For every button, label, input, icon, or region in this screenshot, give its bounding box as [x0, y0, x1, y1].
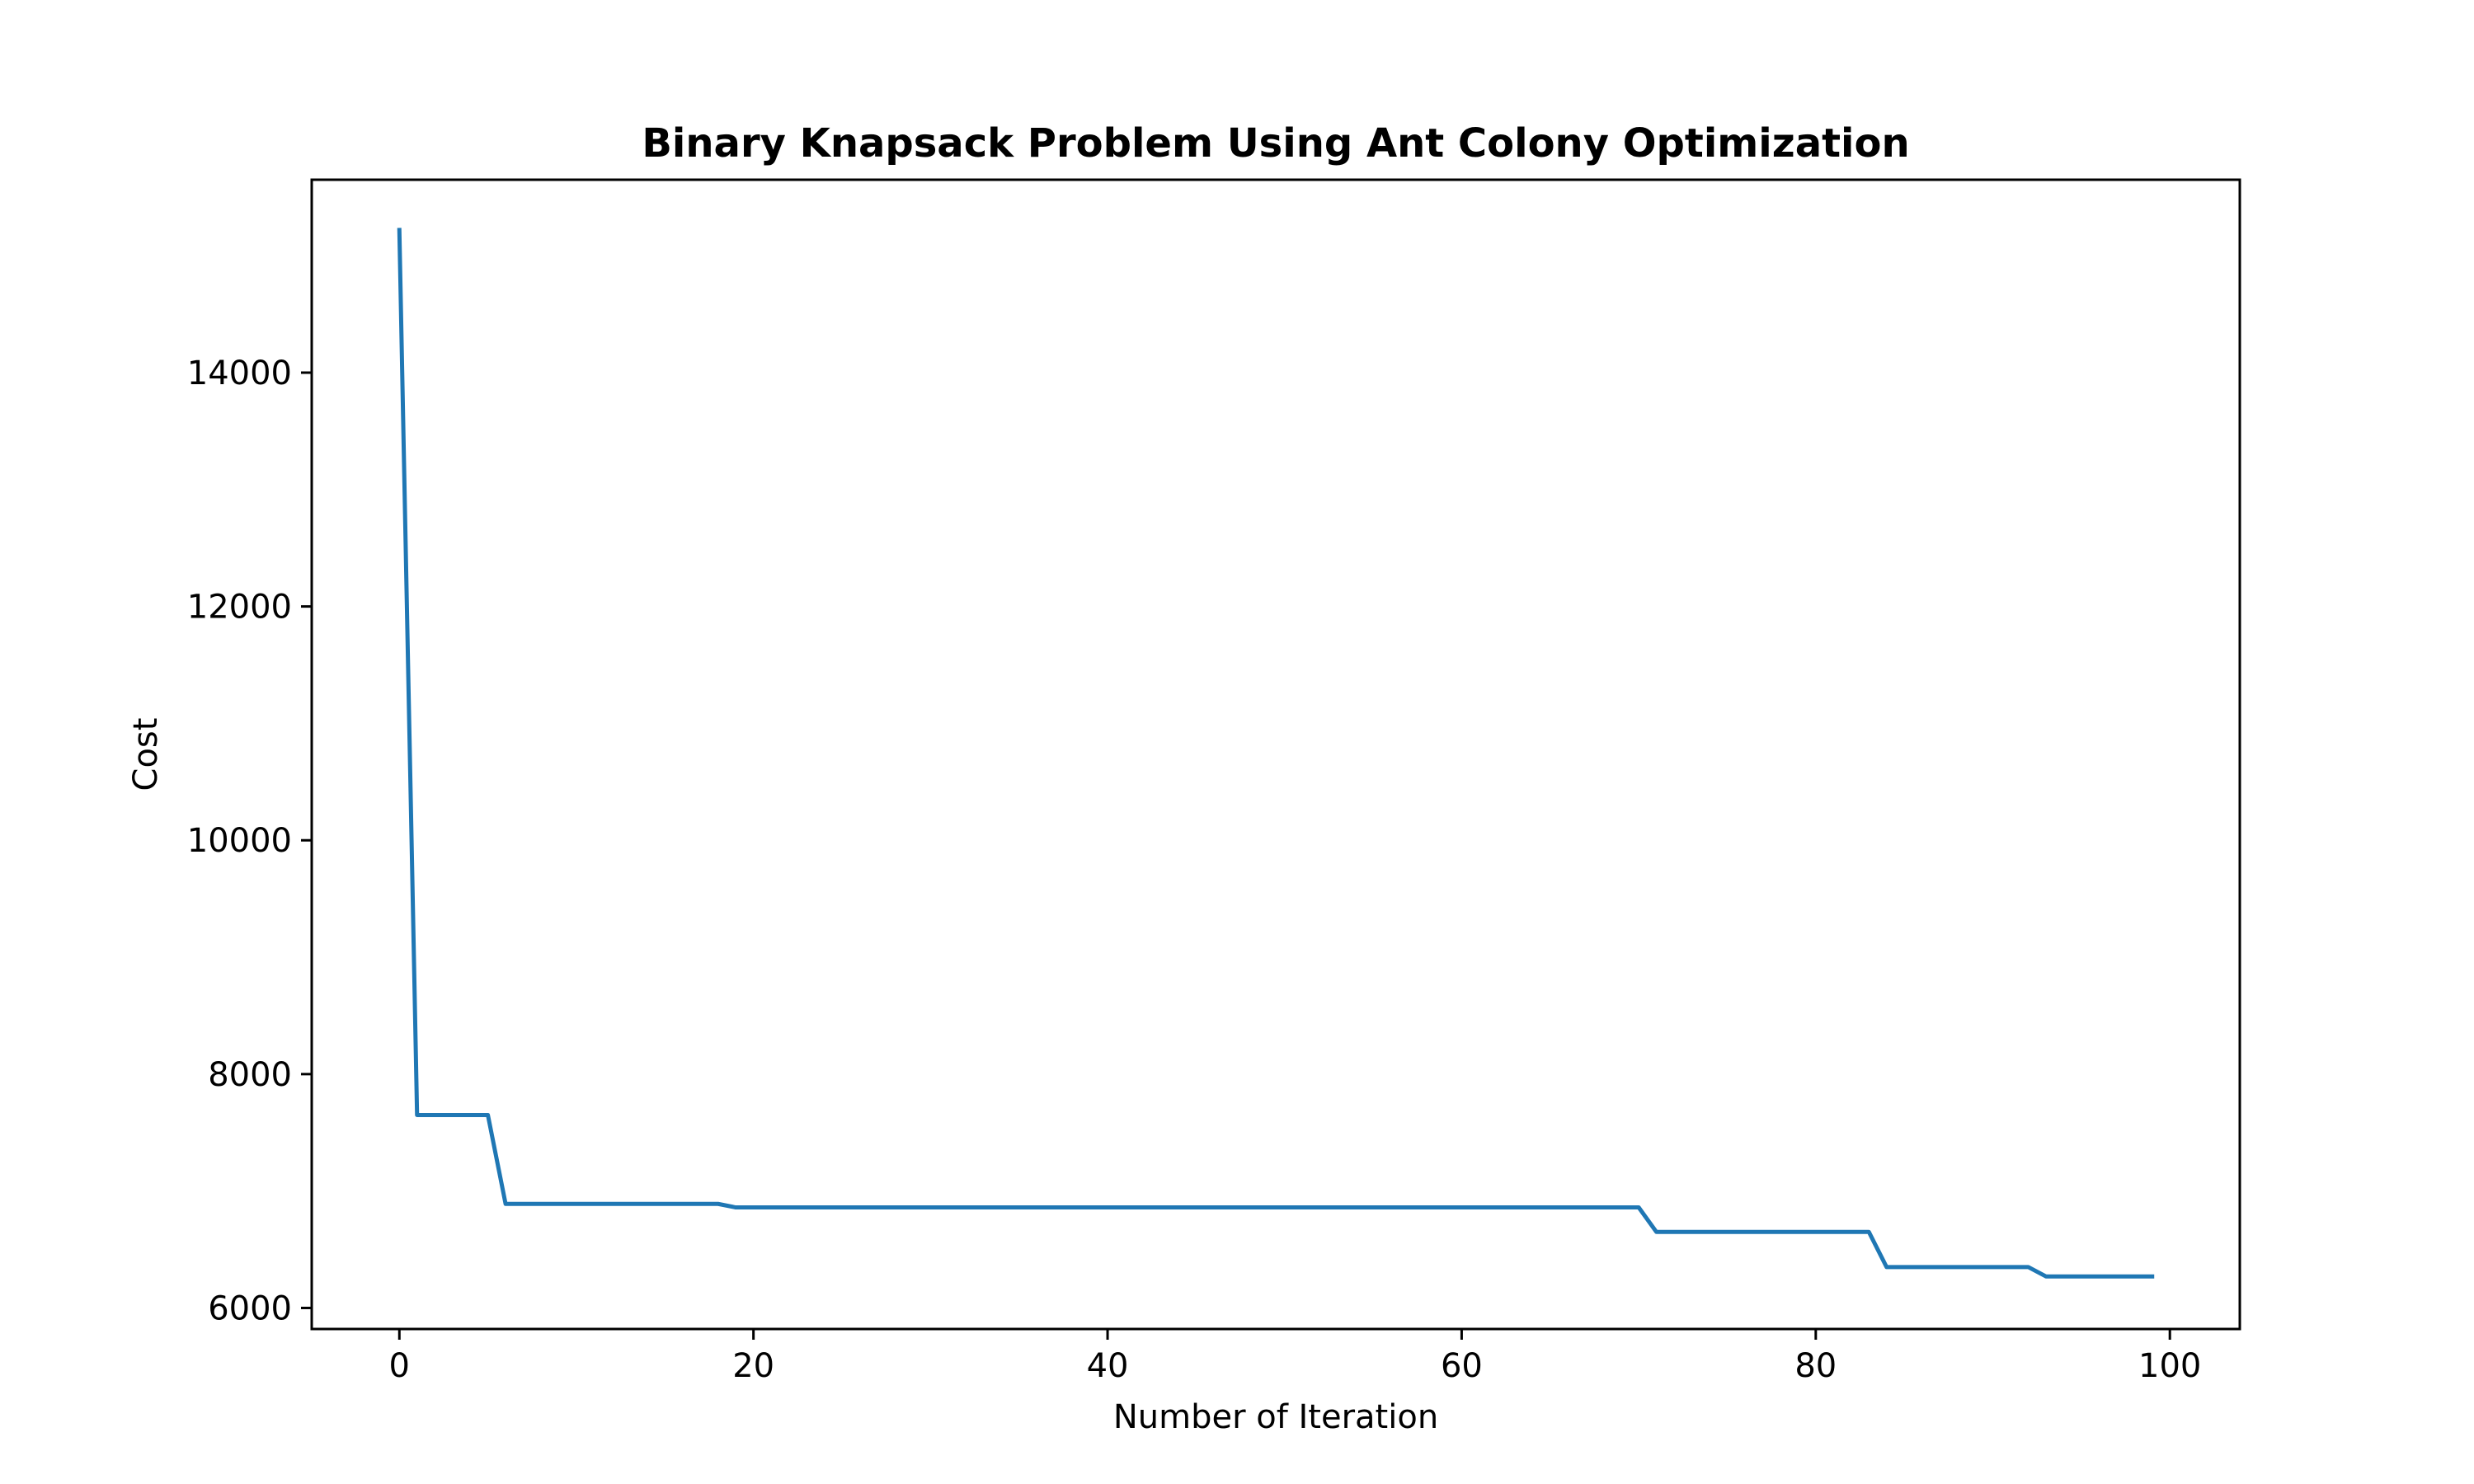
x-tick-label: 20 — [732, 1347, 774, 1385]
x-tick-label: 100 — [2138, 1347, 2201, 1385]
chart-title: Binary Knapsack Problem Using Ant Colony… — [642, 120, 1909, 167]
y-axis-label: Cost — [127, 718, 165, 791]
axis-ticks: 0 20 40 60 80 100 6000 8000 10000 12000 14000 — [187, 355, 2202, 1385]
x-tick-label: 60 — [1441, 1347, 1483, 1385]
x-axis-label: Number of Iteration — [1113, 1398, 1438, 1436]
cost-series-line — [397, 228, 2155, 1279]
plot-area — [397, 228, 2155, 1279]
axes-frame — [310, 178, 2241, 1331]
y-tick-label: 6000 — [208, 1289, 292, 1327]
y-tick-label: 12000 — [187, 589, 292, 627]
y-tick-label: 10000 — [187, 822, 292, 860]
y-tick-label: 8000 — [208, 1056, 292, 1094]
x-tick-label: 80 — [1794, 1347, 1837, 1385]
x-tick-label: 0 — [389, 1347, 410, 1385]
x-tick-label: 40 — [1087, 1347, 1129, 1385]
y-tick-label: 14000 — [187, 355, 292, 392]
